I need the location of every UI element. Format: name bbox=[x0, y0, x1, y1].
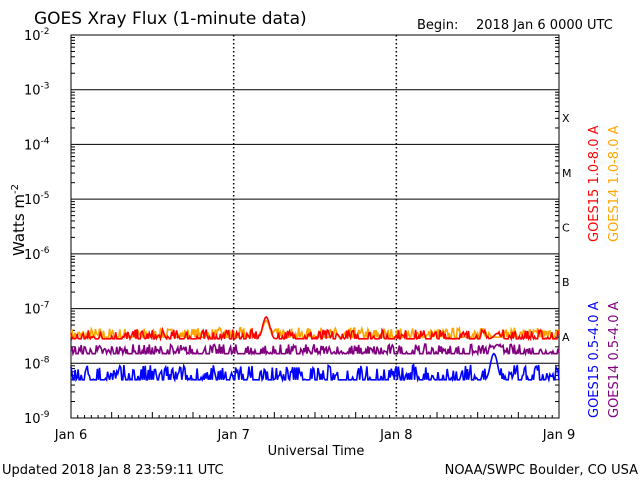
x-tick-label: Jan 9 bbox=[542, 428, 575, 443]
y-tick-label: 10-2 bbox=[24, 27, 50, 44]
y-tick-label: 10-4 bbox=[24, 136, 50, 153]
y-tick-marks bbox=[71, 37, 559, 403]
flare-class-label: A bbox=[562, 331, 570, 344]
grid-lines bbox=[71, 89, 559, 364]
begin-label: Begin: bbox=[417, 18, 458, 33]
begin-label-group: Begin: 2018 Jan 6 0000 UTC bbox=[417, 18, 613, 33]
x-axis-label: Universal Time bbox=[268, 444, 365, 459]
series-line bbox=[70, 342, 560, 357]
footer-source: NOAA/SWPC Boulder, CO USA bbox=[445, 463, 638, 478]
series-line bbox=[70, 315, 560, 342]
flare-class-label: M bbox=[562, 167, 572, 180]
series-line bbox=[70, 352, 560, 383]
y-tick-label: 10-3 bbox=[24, 82, 50, 99]
y-axis-label-text: Watts m bbox=[10, 194, 28, 256]
y-tick-label: 10-7 bbox=[24, 301, 50, 318]
flare-class-label: C bbox=[562, 222, 570, 235]
legend-entry: GOES14 1.0-8.0 A bbox=[607, 125, 622, 242]
footer-updated: Updated 2018 Jan 8 23:59:11 UTC bbox=[2, 463, 224, 478]
legend-entry: GOES15 1.0-8.0 A bbox=[587, 125, 602, 242]
y-tick-label: 10-6 bbox=[24, 246, 50, 263]
y-axis-label-exponent: -2 bbox=[10, 184, 21, 194]
y-tick-label: 10-5 bbox=[24, 191, 50, 208]
begin-value: 2018 Jan 6 0000 UTC bbox=[476, 18, 613, 33]
plot-frame bbox=[70, 34, 560, 419]
y-tick-labels: 10-9 10-8 10-7 10-6 10-5 10-4 10-3 10-2 bbox=[24, 27, 50, 427]
flare-class-label: B bbox=[562, 276, 570, 289]
x-tick-label: Jan 6 bbox=[54, 428, 87, 443]
legend: GOES15 1.0-8.0 A GOES14 1.0-8.0 A GOES15 0… bbox=[587, 125, 622, 418]
x-tick-label: Jan 8 bbox=[379, 428, 412, 443]
x-tick-labels: Jan 6 Jan 7 Jan 8 Jan 9 bbox=[54, 428, 575, 443]
day-dividers bbox=[77, 35, 553, 418]
series-lines bbox=[70, 315, 560, 383]
x-tick-label: Jan 7 bbox=[216, 428, 249, 443]
legend-entry: GOES14 0.5-4.0 A bbox=[607, 301, 622, 418]
flare-class-labels: X M C B A bbox=[562, 112, 572, 344]
y-axis-label: Watts m-2 bbox=[10, 184, 28, 256]
y-tick-label: 10-9 bbox=[24, 410, 50, 427]
legend-entry: GOES15 0.5-4.0 A bbox=[587, 301, 602, 418]
chart-title: GOES Xray Flux (1-minute data) bbox=[34, 9, 307, 29]
y-tick-label: 10-8 bbox=[24, 355, 50, 372]
flare-class-label: X bbox=[562, 112, 570, 125]
